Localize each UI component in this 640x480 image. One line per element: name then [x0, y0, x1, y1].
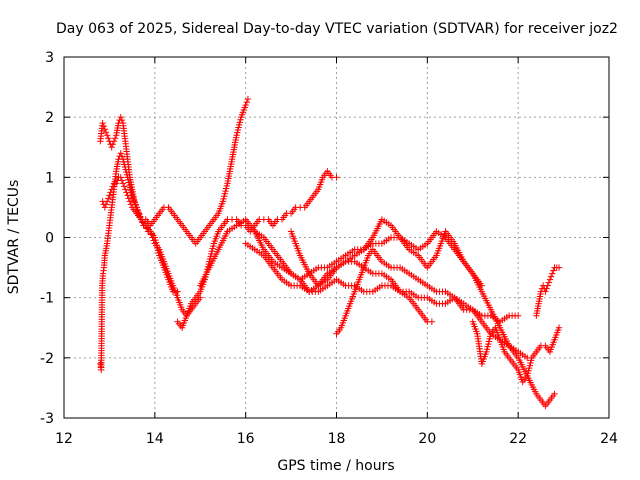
data-point: [544, 282, 551, 289]
x-tick-label: 24: [600, 431, 618, 447]
y-tick-label: -3: [40, 411, 54, 427]
x-tick-label: 18: [328, 431, 346, 447]
series-track-11: [533, 264, 563, 319]
x-tick-label: 22: [509, 431, 527, 447]
data-point: [119, 180, 127, 187]
x-tick-labels: 12 14 16 18 20 22 24: [55, 431, 618, 447]
data-point: [243, 98, 251, 106]
x-tick-label: 14: [146, 431, 164, 447]
data-point: [547, 273, 555, 280]
data-point: [108, 144, 115, 151]
y-axis-label: SDTVAR / TECUs: [6, 180, 22, 295]
data-point: [242, 101, 249, 109]
data-point: [428, 318, 436, 325]
x-tick-label: 16: [237, 431, 255, 447]
data-point: [125, 195, 132, 202]
x-tick-label: 12: [55, 431, 73, 447]
series-track-3: [97, 150, 181, 374]
data-point: [99, 119, 106, 127]
data-point: [550, 267, 557, 274]
data-point: [118, 177, 126, 184]
data-point: [117, 174, 124, 181]
data-point: [555, 324, 563, 331]
y-tick-label: -1: [40, 291, 54, 307]
data-point: [101, 126, 109, 133]
data-point: [545, 279, 553, 286]
data-point: [174, 288, 181, 295]
y-tick-label: 2: [45, 110, 54, 126]
data-point: [111, 135, 119, 142]
data-point: [244, 95, 252, 103]
data-point: [127, 201, 135, 208]
data-point: [106, 192, 113, 199]
data-point: [126, 198, 134, 205]
data-point: [103, 198, 111, 205]
data-point: [118, 116, 126, 124]
data-point: [105, 195, 112, 202]
y-tick-label: 1: [45, 170, 54, 186]
data-point: [543, 285, 550, 292]
data-point: [122, 186, 129, 193]
data-point: [117, 150, 124, 157]
data-point: [118, 153, 126, 160]
data-point: [549, 270, 556, 277]
y-tick-label: 0: [45, 231, 54, 247]
data-point: [555, 264, 563, 271]
series-track-4: [174, 168, 340, 331]
series-track-8: [287, 228, 436, 325]
data-point: [542, 288, 549, 295]
data-point: [551, 390, 558, 398]
axis-ticks: [63, 56, 610, 419]
plot-frame: [63, 56, 610, 419]
chart-title: Day 063 of 2025, Sidereal Day-to-day VTE…: [56, 21, 618, 37]
x-tick-label: 20: [418, 431, 436, 447]
y-tick-label: -2: [40, 351, 54, 367]
data-point: [102, 129, 110, 136]
data-point: [117, 113, 124, 121]
series-track-9: [333, 246, 531, 362]
data-point: [120, 183, 128, 190]
data-point: [546, 276, 554, 283]
data-point: [102, 201, 110, 208]
data-point: [101, 204, 109, 211]
data-point: [100, 122, 107, 130]
data-point: [110, 138, 118, 145]
data-point: [105, 135, 112, 142]
x-axis-label: GPS time / hours: [277, 458, 394, 474]
y-tick-labels: -3 -2 -1 0 1 2 3: [40, 50, 54, 427]
data-points: [97, 95, 563, 410]
series-track-10: [469, 318, 563, 386]
data-point: [514, 312, 522, 319]
data-point: [109, 141, 117, 148]
y-tick-label: 3: [45, 50, 54, 66]
data-point: [103, 132, 111, 139]
data-point: [333, 174, 340, 181]
